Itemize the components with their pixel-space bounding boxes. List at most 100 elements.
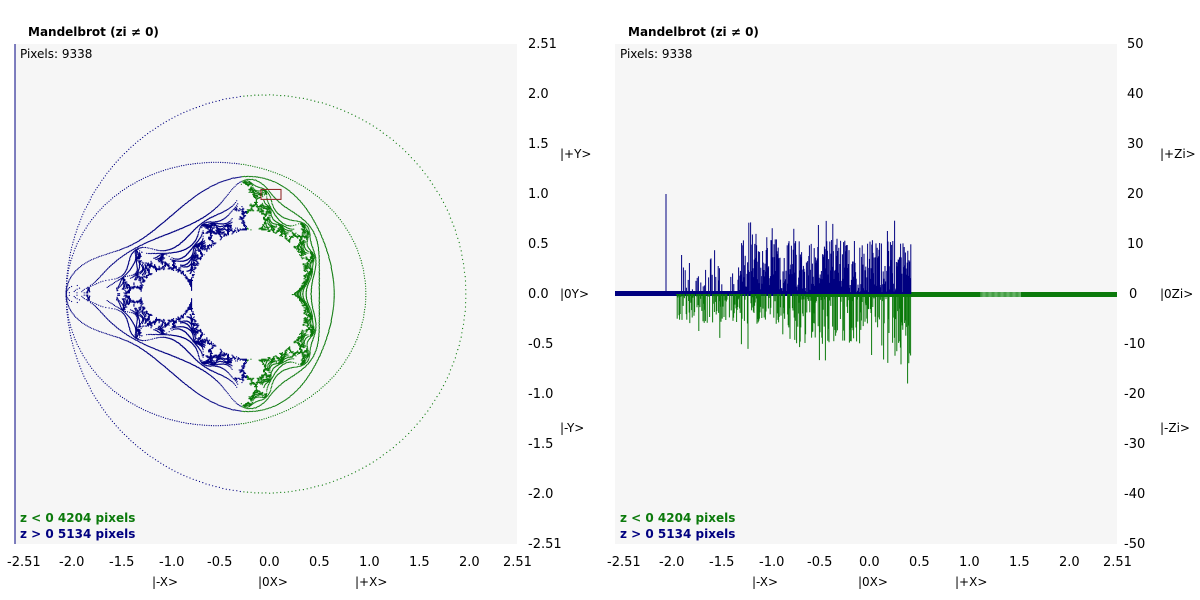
contour-point xyxy=(117,279,119,281)
contour-point xyxy=(84,208,86,210)
contour-point xyxy=(305,240,307,242)
contour-point xyxy=(350,350,352,352)
contour-point xyxy=(365,288,367,290)
contour-point xyxy=(310,243,312,245)
contour-point xyxy=(111,303,113,305)
contour-point xyxy=(307,375,309,378)
contour-point xyxy=(369,463,371,465)
contour-point xyxy=(146,339,148,341)
contour-point xyxy=(134,444,137,446)
contour-point xyxy=(102,306,104,308)
contour-point xyxy=(218,382,220,384)
contour-point xyxy=(221,405,223,407)
contour-point xyxy=(318,319,320,321)
contour-point xyxy=(269,191,271,194)
contour-point xyxy=(92,217,94,219)
contour-point xyxy=(232,489,234,491)
contour-point xyxy=(306,240,308,243)
contour-point xyxy=(213,184,215,186)
contour-point xyxy=(331,313,333,315)
contour-point xyxy=(302,294,304,296)
contour-point xyxy=(113,163,115,166)
contour-point xyxy=(359,257,361,259)
contour-point xyxy=(332,312,334,314)
contour-point xyxy=(294,195,296,197)
contour-point xyxy=(318,303,320,305)
contour-point xyxy=(280,95,282,97)
contour-point xyxy=(111,283,113,285)
contour-point xyxy=(70,275,72,277)
contour-point xyxy=(318,283,320,285)
contour-point xyxy=(224,406,226,408)
contour-point xyxy=(149,174,151,176)
contour-point xyxy=(267,202,270,204)
contour-point xyxy=(457,349,459,351)
contour-point xyxy=(272,205,274,207)
contour-point xyxy=(71,329,73,331)
contour-point xyxy=(321,237,323,239)
contour-point xyxy=(73,314,75,316)
contour-point xyxy=(171,469,173,471)
contour-point xyxy=(103,409,105,411)
contour-point xyxy=(265,169,267,171)
contour-point xyxy=(126,334,128,336)
contour-point xyxy=(148,339,150,341)
contour-point xyxy=(266,408,268,410)
contour-point xyxy=(299,216,301,218)
contour-point xyxy=(152,129,154,131)
contour-point xyxy=(319,353,321,355)
contour-point xyxy=(253,410,255,412)
contour-point xyxy=(67,288,69,290)
contour-point xyxy=(317,249,320,251)
contour-point xyxy=(324,343,326,345)
contour-point xyxy=(206,188,208,190)
contour-point xyxy=(296,182,298,184)
contour-point xyxy=(225,196,227,198)
contour-point xyxy=(410,157,412,159)
contour-point xyxy=(129,328,131,330)
contour-point xyxy=(317,340,319,342)
contour-point xyxy=(110,252,112,254)
contour-point xyxy=(106,300,108,302)
contour-point xyxy=(207,398,209,401)
contour-point xyxy=(285,176,287,178)
contour-point xyxy=(270,377,272,379)
contour-point xyxy=(301,221,303,223)
contour-point xyxy=(162,250,164,252)
contour-point xyxy=(305,346,307,348)
contour-point xyxy=(92,282,95,284)
contour-point xyxy=(270,199,272,202)
contour-point xyxy=(88,223,90,225)
contour-point xyxy=(308,230,310,232)
contour-point xyxy=(147,252,149,255)
contour-point xyxy=(311,273,313,275)
contour-point xyxy=(268,194,270,196)
contour-point xyxy=(311,369,313,371)
contour-point xyxy=(318,258,320,260)
contour-point xyxy=(213,402,215,404)
contour-point xyxy=(271,193,273,195)
contour-point xyxy=(183,474,185,477)
contour-point xyxy=(83,298,85,300)
contour-point xyxy=(364,283,366,285)
contour-point xyxy=(320,387,322,389)
contour-point xyxy=(117,249,119,252)
contour-point xyxy=(294,391,296,393)
contour-point xyxy=(158,415,160,417)
contour-point xyxy=(327,333,329,336)
contour-point xyxy=(254,94,256,96)
contour-point xyxy=(342,363,344,365)
contour-point xyxy=(143,339,145,342)
contour-point xyxy=(327,252,329,255)
contour-point xyxy=(206,424,208,426)
contour-point xyxy=(263,177,265,179)
contour-point xyxy=(130,440,132,442)
contour-point xyxy=(242,176,244,178)
contour-point xyxy=(105,270,107,272)
contour-point xyxy=(317,246,320,249)
contour-point xyxy=(116,336,118,338)
contour-point xyxy=(318,288,320,291)
contour-point xyxy=(336,107,338,109)
contour-point xyxy=(67,322,69,324)
contour-point xyxy=(333,297,335,299)
